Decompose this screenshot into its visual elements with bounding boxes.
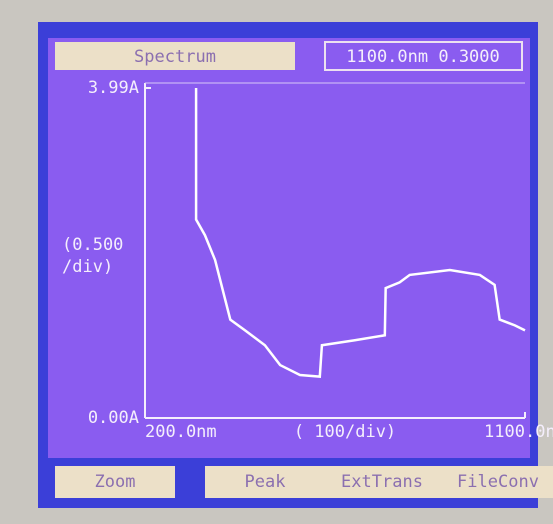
screen-title: Spectrum [134, 47, 216, 67]
y-tick-label: 3.99A [88, 78, 139, 98]
readout: 1100.0nm 0.3000 [346, 47, 500, 67]
softkey-label[interactable]: Zoom [95, 472, 136, 492]
softkey-label[interactable]: FileConv [457, 472, 539, 492]
softkey-label[interactable]: Peak [245, 472, 286, 492]
softkey-label[interactable]: ExtTrans [341, 472, 423, 492]
x-tick-label: 200.0nm [145, 422, 217, 442]
device-screen: Spectrum 1100.0nm 0.3000 0.00A 3.99A 200.0… [0, 0, 553, 524]
x-scale-label: ( 100/div) [294, 422, 396, 442]
page: Spectrum 1100.0nm 0.3000 0.00A 3.99A 200.0… [0, 0, 553, 524]
x-tick-label: 1100.0nm [484, 422, 553, 442]
y-tick-label: 0.00A [88, 408, 139, 428]
